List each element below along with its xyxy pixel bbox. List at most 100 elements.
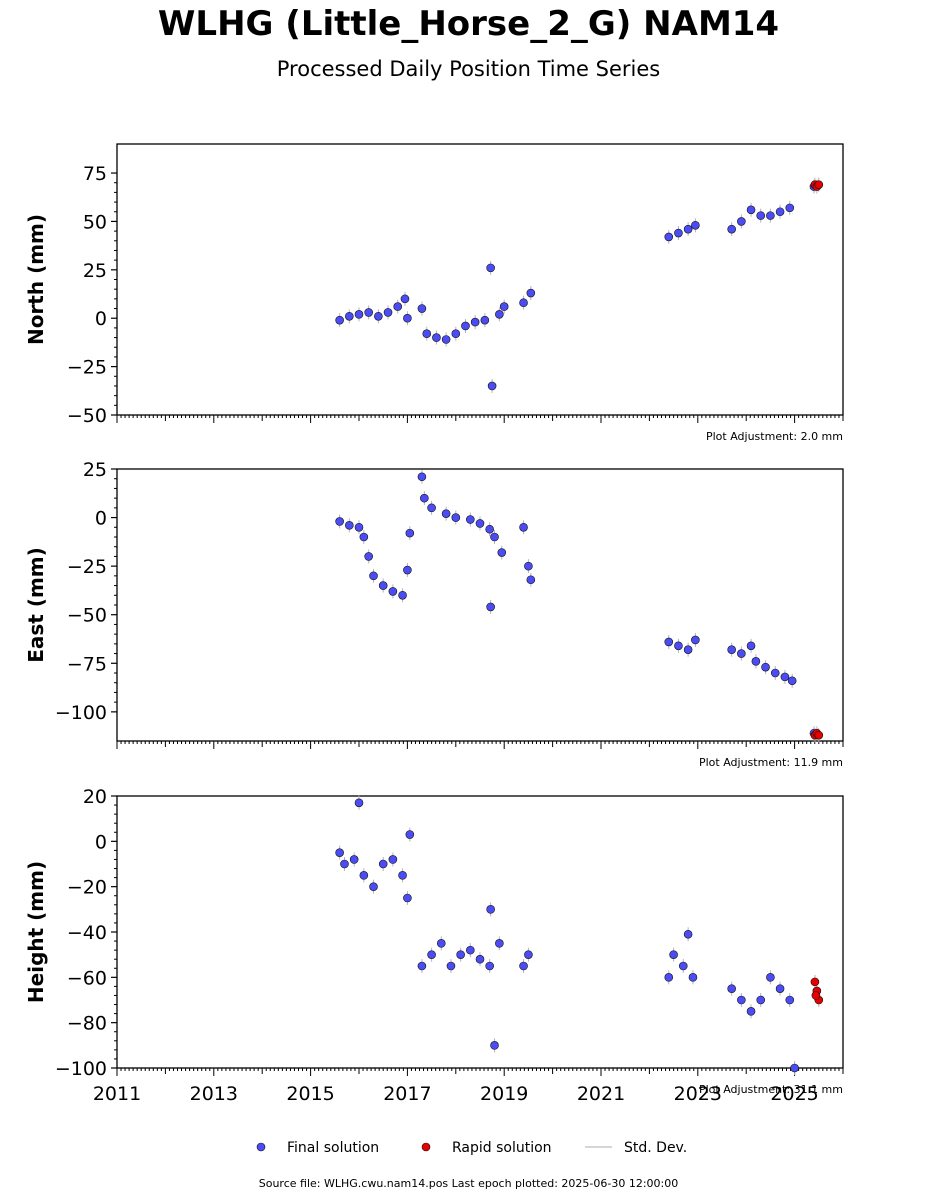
- final-solution-point: [420, 493, 429, 503]
- final-solution-point: [785, 203, 795, 213]
- final-solution-point: [775, 984, 785, 993]
- legend-rapid-label: Rapid solution: [452, 1140, 552, 1156]
- final-solution-point: [359, 871, 369, 880]
- final-solution-point: [403, 893, 412, 903]
- final-solution-point: [674, 641, 683, 651]
- final-solution-point: [746, 1007, 756, 1016]
- final-solution-point: [345, 521, 354, 530]
- final-solution-point: [374, 311, 383, 321]
- y-tick-label: −100: [55, 1058, 107, 1080]
- x-tick-label: 2013: [190, 1083, 238, 1105]
- rapid-solution-point: [814, 730, 824, 740]
- final-solution-point: [335, 315, 344, 325]
- final-solution-point: [495, 310, 504, 319]
- y-tick-label: 0: [95, 508, 107, 530]
- final-solution-point: [400, 294, 410, 304]
- data-layer: [335, 177, 824, 393]
- final-solution-point: [683, 224, 693, 234]
- final-solution-point: [354, 522, 364, 532]
- y-axis-label: North (mm): [24, 214, 48, 345]
- final-solution-point: [405, 528, 415, 538]
- final-solution-point: [403, 565, 412, 575]
- final-solution-point: [461, 321, 470, 331]
- final-solution-point: [727, 984, 736, 993]
- final-solution-point: [354, 798, 364, 808]
- plot-frame: [116, 795, 844, 1069]
- x-tick-label: 2025: [770, 1083, 818, 1105]
- x-tick-label: 2019: [480, 1083, 528, 1105]
- final-solution-point: [674, 228, 683, 238]
- final-solution-point: [446, 961, 456, 971]
- final-solution-point: [497, 548, 507, 557]
- plot-frame: [116, 468, 844, 742]
- final-solution-point: [746, 641, 756, 651]
- final-solution-point: [766, 973, 775, 982]
- chart-title: WLHG (Little_Horse_2_G) NAM14: [157, 4, 780, 44]
- final-solution-point: [436, 939, 446, 948]
- final-solution-point: [664, 973, 674, 982]
- legend: Final solution Rapid solution Std. Dev.: [256, 1140, 687, 1156]
- final-solution-point: [335, 848, 344, 857]
- final-solution-point: [691, 221, 700, 230]
- final-solution-point: [466, 945, 475, 955]
- rapid-solution-point: [811, 991, 821, 1000]
- plot-panels: −50 −25 0 25 50 75 North (mm) Plot Adjustment: …: [24, 143, 844, 1105]
- final-solution-point: [487, 381, 497, 391]
- final-solution-point: [688, 973, 698, 982]
- final-solution-point: [427, 503, 436, 513]
- final-solution-point: [393, 302, 403, 311]
- final-solution-point: [403, 313, 412, 323]
- final-solution-point: [495, 939, 504, 948]
- x-tick-label: 2023: [674, 1083, 722, 1105]
- final-solution-point: [417, 304, 427, 313]
- final-solution-point: [417, 472, 427, 482]
- y-tick-label: −25: [67, 556, 107, 578]
- final-solution-point: [756, 211, 766, 220]
- final-solution-point: [664, 232, 674, 242]
- final-solution-point: [485, 524, 494, 534]
- y-tick-label: 75: [83, 163, 107, 185]
- final-solution-point: [756, 995, 766, 1005]
- final-solution-point: [490, 1041, 499, 1050]
- final-solution-point: [378, 859, 388, 869]
- final-solution-point: [775, 207, 785, 217]
- y-tick-label: −80: [67, 1013, 107, 1035]
- final-solution-point: [780, 672, 790, 682]
- final-solution-point: [383, 308, 393, 317]
- y-tick-label: −75: [67, 653, 107, 675]
- final-solution-point: [746, 205, 756, 215]
- y-tick-label: 0: [95, 831, 107, 853]
- y-tick-label: 50: [83, 211, 107, 233]
- final-solution-point: [335, 517, 344, 526]
- plot-adjustment-note: Plot Adjustment: 11.9 mm: [699, 756, 843, 769]
- final-solution-point: [349, 855, 359, 864]
- source-note: Source file: WLHG.cwu.nam14.pos Last epo…: [258, 1177, 679, 1190]
- final-solution-point: [787, 676, 797, 686]
- final-solution-point: [405, 830, 415, 839]
- final-solution-point: [485, 961, 494, 971]
- final-solution-point: [737, 217, 746, 226]
- final-solution-point: [345, 311, 354, 321]
- final-solution-point: [456, 950, 465, 959]
- final-solution-point: [441, 509, 451, 518]
- plot-frame: [116, 143, 844, 416]
- panel-1: −50 −25 0 25 50 75 North (mm) Plot Adjustment: …: [24, 143, 844, 443]
- x-tick-label: 2015: [286, 1083, 334, 1105]
- final-solution-point: [378, 581, 388, 590]
- final-solution-point: [524, 561, 533, 571]
- final-solution-point: [480, 315, 490, 325]
- final-solution-point: [354, 310, 364, 319]
- final-solution-point: [790, 1063, 799, 1073]
- final-solution-point: [466, 515, 475, 524]
- x-tick-label: 2011: [93, 1083, 141, 1105]
- final-solution-point: [486, 905, 495, 914]
- final-solution-point: [526, 575, 536, 585]
- final-solution-point: [359, 532, 369, 542]
- final-solution-point: [398, 871, 407, 880]
- y-tick-label: −100: [55, 702, 107, 724]
- plot-adjustment-note: Plot Adjustment: 31.1 mm: [699, 1083, 843, 1096]
- final-solution-point: [727, 224, 736, 234]
- final-solution-point: [486, 263, 495, 273]
- final-solution-point: [451, 329, 461, 339]
